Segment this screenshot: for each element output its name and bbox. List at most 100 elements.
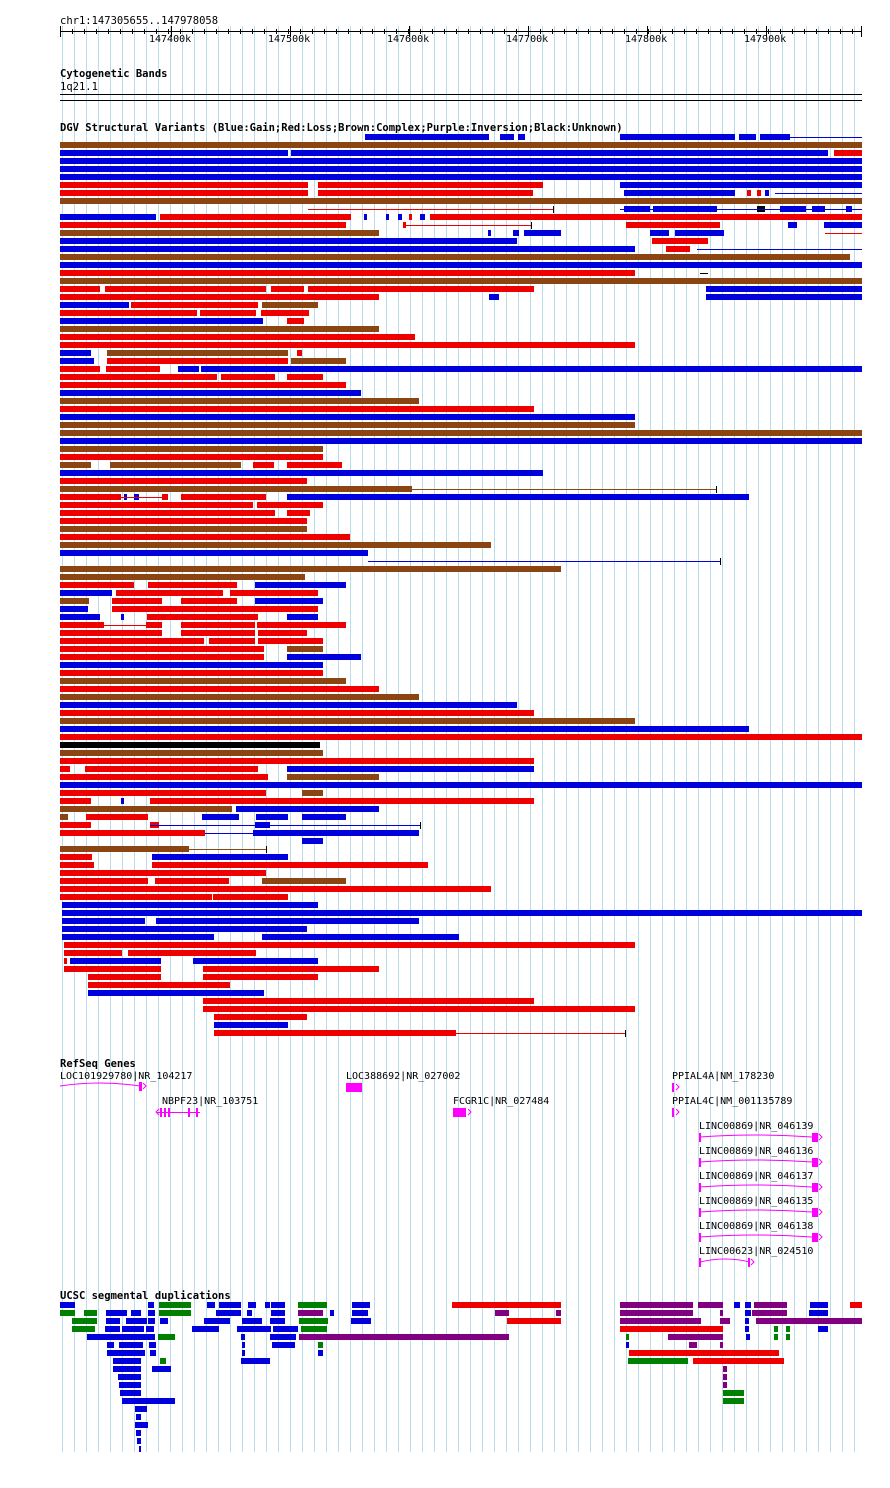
structural-variant[interactable] <box>62 902 318 908</box>
structural-variant[interactable] <box>181 630 255 636</box>
structural-variant[interactable] <box>60 822 91 828</box>
structural-variant[interactable] <box>255 582 346 588</box>
structural-variant[interactable] <box>60 742 320 748</box>
gene-label[interactable]: LINC00623|NR_024510 <box>699 1246 814 1257</box>
structural-variant[interactable] <box>62 918 145 924</box>
gene-label[interactable]: LOC388692|NR_027002 <box>346 1071 461 1082</box>
structural-variant[interactable] <box>106 366 160 372</box>
segmental-duplication[interactable] <box>351 1318 371 1324</box>
structural-variant[interactable] <box>62 926 307 932</box>
segmental-duplication[interactable] <box>113 1358 141 1364</box>
structural-variant[interactable] <box>121 798 124 804</box>
structural-variant[interactable] <box>105 286 266 292</box>
structural-variant[interactable] <box>626 222 720 228</box>
structural-variant[interactable] <box>409 214 412 220</box>
structural-variant[interactable] <box>60 222 346 228</box>
refseq-track-title[interactable]: RefSeq Genes <box>60 1058 136 1070</box>
structural-variant[interactable] <box>88 982 230 988</box>
segmental-duplication[interactable] <box>219 1302 241 1308</box>
structural-variant[interactable] <box>214 1022 288 1028</box>
structural-variant[interactable] <box>60 582 134 588</box>
structural-variant[interactable] <box>64 966 161 972</box>
segmental-duplication[interactable] <box>810 1302 828 1308</box>
segmental-duplication[interactable] <box>60 1302 75 1308</box>
segmental-duplication[interactable] <box>629 1350 779 1356</box>
structural-variant[interactable] <box>60 526 307 532</box>
structural-variant[interactable] <box>430 214 862 220</box>
structural-variant[interactable] <box>64 950 122 956</box>
segmental-duplication[interactable] <box>148 1302 154 1308</box>
structural-variant[interactable] <box>203 966 379 972</box>
structural-variant[interactable] <box>178 366 199 372</box>
structural-variant[interactable] <box>60 854 92 860</box>
structural-variant[interactable] <box>513 230 519 236</box>
segmental-duplication[interactable] <box>620 1326 723 1332</box>
segmental-duplication[interactable] <box>136 1414 141 1420</box>
segmental-duplication[interactable] <box>754 1302 787 1308</box>
structural-variant[interactable] <box>128 950 256 956</box>
structural-variant[interactable] <box>116 590 223 596</box>
structural-variant[interactable] <box>60 230 379 236</box>
segmental-duplication[interactable] <box>242 1318 262 1324</box>
segmental-duplication[interactable] <box>272 1342 295 1348</box>
segmental-duplication[interactable] <box>270 1318 285 1324</box>
segmental-duplication[interactable] <box>105 1326 120 1332</box>
segmental-duplication[interactable] <box>72 1318 97 1324</box>
gene-label[interactable]: LINC00869|NR_046137 <box>699 1171 814 1182</box>
structural-variant[interactable] <box>253 462 274 468</box>
structural-variant[interactable] <box>60 894 212 900</box>
structural-variant[interactable] <box>60 470 543 476</box>
structural-variant[interactable] <box>620 182 862 188</box>
structural-variant[interactable] <box>489 294 499 300</box>
structural-variant[interactable] <box>287 614 318 620</box>
segmental-duplication[interactable] <box>107 1350 145 1356</box>
structural-variant[interactable] <box>60 574 305 580</box>
structural-variant[interactable] <box>302 790 323 796</box>
segmental-duplication[interactable] <box>620 1310 693 1316</box>
segmental-duplication[interactable] <box>689 1342 697 1348</box>
structural-variant[interactable] <box>60 710 534 716</box>
structural-variant[interactable] <box>287 510 310 516</box>
segmental-duplication[interactable] <box>106 1318 120 1324</box>
structural-variant[interactable] <box>110 462 241 468</box>
structural-variant[interactable] <box>60 294 379 300</box>
segmental-duplication[interactable] <box>352 1302 370 1308</box>
structural-variant[interactable] <box>60 166 862 172</box>
segmental-duplication[interactable] <box>148 1310 155 1316</box>
structural-variant[interactable] <box>386 214 389 220</box>
segmental-duplication[interactable] <box>556 1310 561 1316</box>
structural-variant[interactable] <box>214 1014 307 1020</box>
structural-variant[interactable] <box>203 1006 635 1012</box>
structural-variant[interactable] <box>287 774 379 780</box>
segmental-duplication[interactable] <box>318 1350 323 1356</box>
segmental-duplication[interactable] <box>135 1422 148 1428</box>
structural-variant[interactable] <box>60 238 517 244</box>
structural-variant[interactable] <box>60 158 862 164</box>
structural-variant[interactable] <box>60 510 275 516</box>
structural-variant[interactable] <box>60 718 635 724</box>
segmental-duplication[interactable] <box>786 1334 790 1340</box>
structural-variant[interactable] <box>488 230 491 236</box>
segmental-duplication[interactable] <box>626 1334 629 1340</box>
structural-variant[interactable] <box>258 638 323 644</box>
structural-variant[interactable] <box>287 766 534 772</box>
segmental-duplication[interactable] <box>745 1310 751 1316</box>
structural-variant[interactable] <box>112 598 162 604</box>
segmental-duplication[interactable] <box>60 1310 75 1316</box>
structural-variant[interactable] <box>155 878 229 884</box>
structural-variant[interactable] <box>60 502 253 508</box>
segmental-duplication[interactable] <box>620 1302 693 1308</box>
structural-variant[interactable] <box>60 886 491 892</box>
structural-variant[interactable] <box>302 814 346 820</box>
structural-variant[interactable] <box>261 310 309 316</box>
structural-variant[interactable] <box>287 374 323 380</box>
segmental-duplication[interactable] <box>299 1334 509 1340</box>
structural-variant[interactable] <box>60 182 308 188</box>
structural-variant[interactable] <box>60 422 635 428</box>
structural-variant[interactable] <box>60 366 100 372</box>
segmental-duplication[interactable] <box>723 1390 744 1396</box>
segmental-duplication[interactable] <box>318 1342 323 1348</box>
structural-variant[interactable] <box>262 878 346 884</box>
structural-variant[interactable] <box>203 998 534 1004</box>
segmental-duplication[interactable] <box>270 1334 296 1340</box>
